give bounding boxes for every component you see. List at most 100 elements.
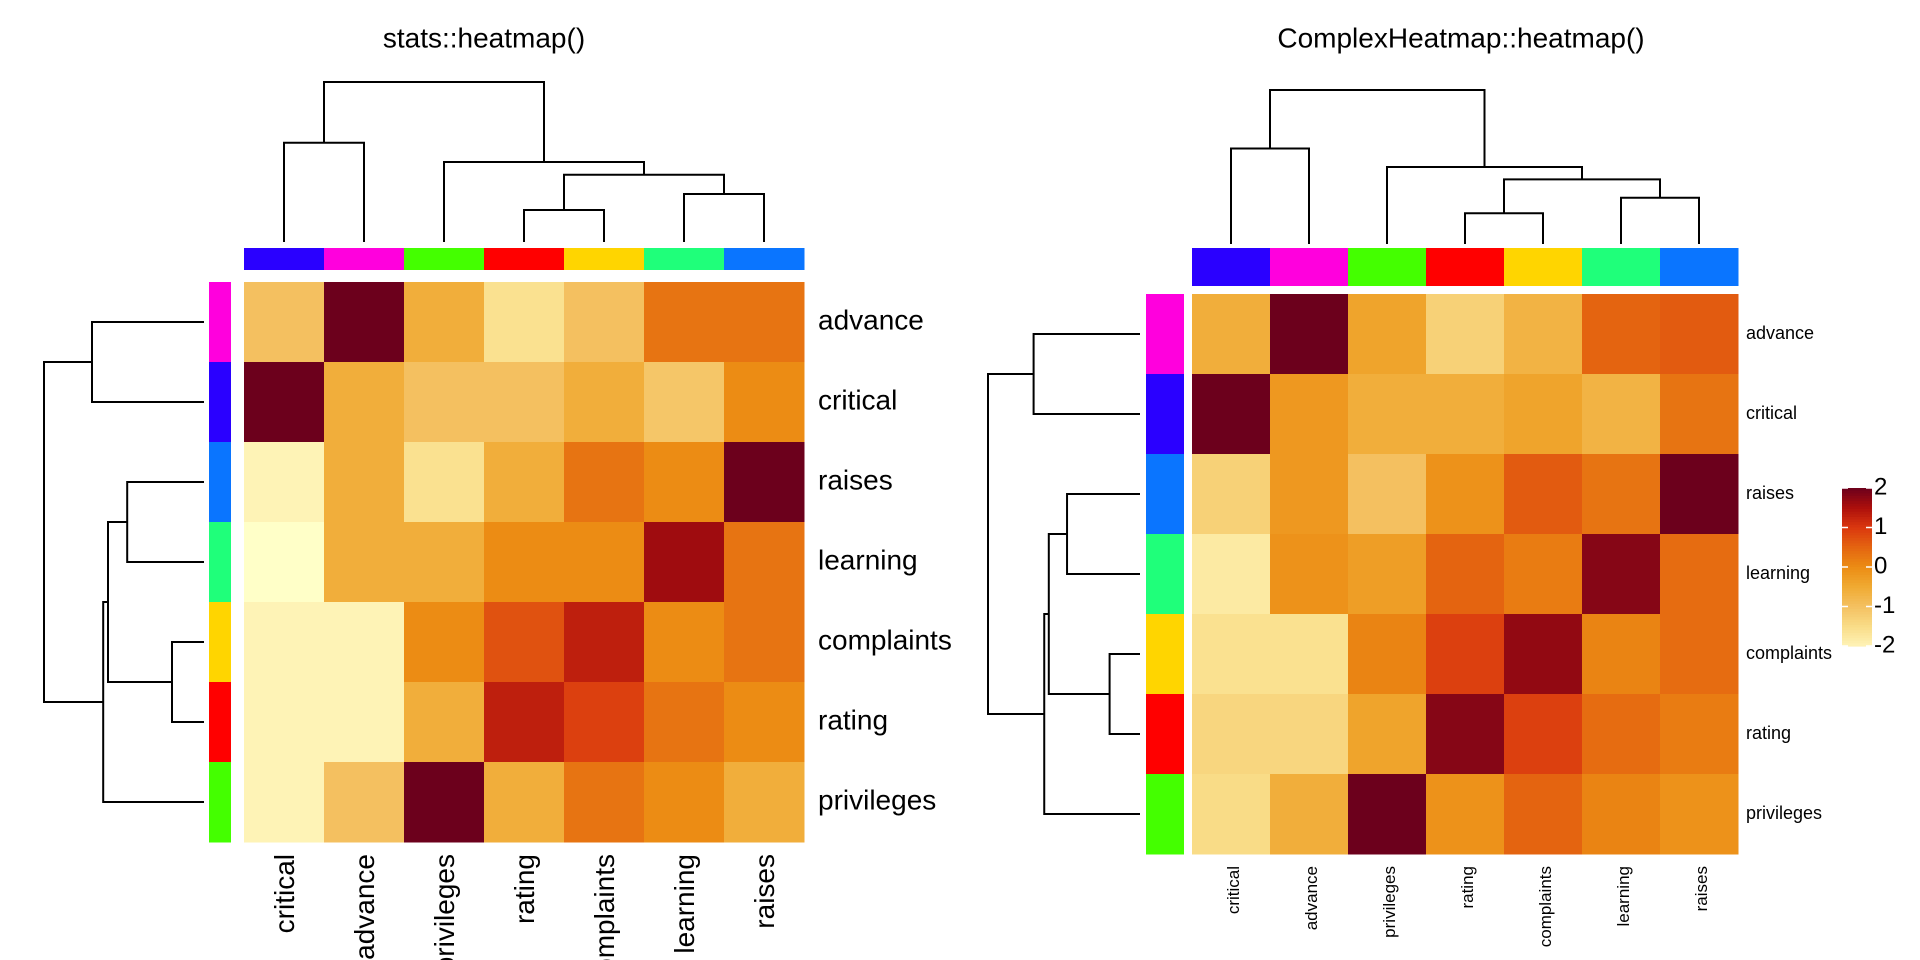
column-annotation-swatch: [324, 248, 405, 270]
column-label: critical: [269, 854, 300, 933]
heatmap-cell: [724, 762, 805, 843]
heatmap-cell: [1426, 694, 1505, 775]
heatmap-cell: [1426, 774, 1505, 855]
row-label: complaints: [1746, 643, 1832, 663]
heatmap-cell: [1504, 374, 1583, 455]
heatmap-cell: [644, 522, 725, 603]
heatmap-cell: [1270, 294, 1349, 375]
legend-gradient-step: [1842, 498, 1872, 502]
heatmap-cell: [1426, 294, 1505, 375]
heatmap-cell: [244, 602, 325, 683]
legend-gradient-step: [1842, 553, 1872, 558]
legend-tick-label: -2: [1874, 631, 1895, 658]
dendrogram-branch: [1620, 196, 1700, 244]
column-annotation-swatch: [1192, 248, 1271, 286]
legend-gradient-step: [1842, 493, 1872, 497]
legend-gradient-step: [1842, 598, 1872, 602]
heatmap-cell: [1504, 694, 1583, 775]
heatmap-cell: [644, 602, 725, 683]
dendrogram-branch: [171, 641, 204, 723]
heatmap-cell: [1582, 374, 1661, 455]
heatmap-cell: [1192, 374, 1271, 455]
column-label: rating: [509, 854, 540, 924]
legend-gradient-step: [1842, 643, 1872, 647]
heatmap-cell: [1348, 774, 1427, 855]
column-label: critical: [1224, 866, 1243, 914]
dendrogram-branch: [1269, 89, 1486, 167]
heatmap-cell: [724, 282, 805, 363]
heatmap-cell: [1660, 694, 1739, 775]
column-label: learning: [669, 854, 700, 954]
legend-gradient-step: [1842, 601, 1872, 605]
column-annotation-swatch: [244, 248, 325, 270]
dendrogram-branch: [987, 373, 1045, 715]
heatmap-cell: [1192, 294, 1271, 375]
heatmap-cell: [1348, 294, 1427, 375]
legend-gradient-step: [1842, 527, 1872, 531]
row-dendrogram: [43, 321, 204, 803]
heatmap-cell: [1660, 454, 1739, 535]
dendrogram-branch: [563, 173, 725, 210]
row-dendrogram: [987, 333, 1140, 815]
dendrogram-branch: [683, 193, 765, 242]
row-label: rating: [1746, 723, 1791, 743]
legend-gradient-step: [1842, 543, 1872, 547]
column-dendrogram: [283, 81, 765, 242]
heatmap-cell: [324, 602, 405, 683]
heatmap-cell: [1426, 614, 1505, 695]
row-label: critical: [818, 384, 897, 415]
heatmap-cell: [244, 762, 325, 843]
heatmap-cell: [1660, 294, 1739, 375]
legend-gradient-step: [1842, 545, 1872, 550]
legend-gradient-step: [1842, 514, 1872, 518]
legend-gradient-step: [1842, 582, 1872, 587]
legend-gradient-step: [1842, 535, 1872, 539]
chart-title: ComplexHeatmap::heatmap(): [1277, 22, 1644, 53]
legend-gradient-step: [1842, 624, 1872, 629]
heatmap-cell: [1660, 774, 1739, 855]
color-legend: 2 1 0 -1 -2: [1842, 473, 1895, 658]
heatmap-cell: [1270, 374, 1349, 455]
dendrogram-branch: [102, 601, 204, 803]
heatmap-cell: [484, 682, 565, 763]
heatmap-cell: [644, 362, 725, 443]
legend-gradient-step: [1842, 551, 1872, 555]
legend-gradient-step: [1842, 609, 1872, 613]
column-label: raises: [749, 854, 780, 929]
legend-gradient-step: [1842, 635, 1872, 639]
heatmap-cell: [644, 682, 725, 763]
row-annotation-swatch: [1146, 534, 1184, 615]
row-label: raises: [1746, 483, 1794, 503]
heatmap-cell: [644, 282, 725, 363]
heatmap-cell: [724, 362, 805, 443]
legend-gradient-step: [1842, 632, 1872, 637]
legend-gradient-step: [1842, 638, 1872, 642]
heatmap-cell: [1270, 774, 1349, 855]
dendrogram-branch: [43, 361, 104, 703]
heatmap-cell: [244, 282, 325, 363]
dendrogram-branch: [1230, 147, 1310, 244]
heatmap-cell: [644, 442, 725, 523]
heatmap-cell: [404, 682, 485, 763]
legend-gradient-step: [1842, 580, 1872, 584]
row-annotation-swatch: [209, 282, 231, 363]
legend-gradient-step: [1842, 522, 1872, 526]
dendrogram-branch: [1464, 212, 1544, 244]
legend-gradient-step: [1842, 627, 1872, 631]
dendrogram-branch: [1066, 493, 1140, 575]
heatmap-cell: [1270, 614, 1349, 695]
dendrogram-branch: [1043, 613, 1140, 815]
heatmap-cell: [1270, 454, 1349, 535]
legend-gradient-step: [1842, 567, 1872, 571]
heatmap-cell: [1582, 694, 1661, 775]
heatmap-cell: [404, 362, 485, 443]
heatmap-cell: [1504, 614, 1583, 695]
heatmap-cell: [724, 682, 805, 763]
column-annotation-swatch: [1660, 248, 1739, 286]
legend-gradient-step: [1842, 630, 1872, 634]
column-label: complaints: [589, 854, 620, 960]
heatmap-cell: [244, 682, 325, 763]
legend-gradient-step: [1842, 488, 1872, 492]
row-label: advance: [1746, 323, 1814, 343]
legend-gradient-step: [1842, 490, 1872, 494]
